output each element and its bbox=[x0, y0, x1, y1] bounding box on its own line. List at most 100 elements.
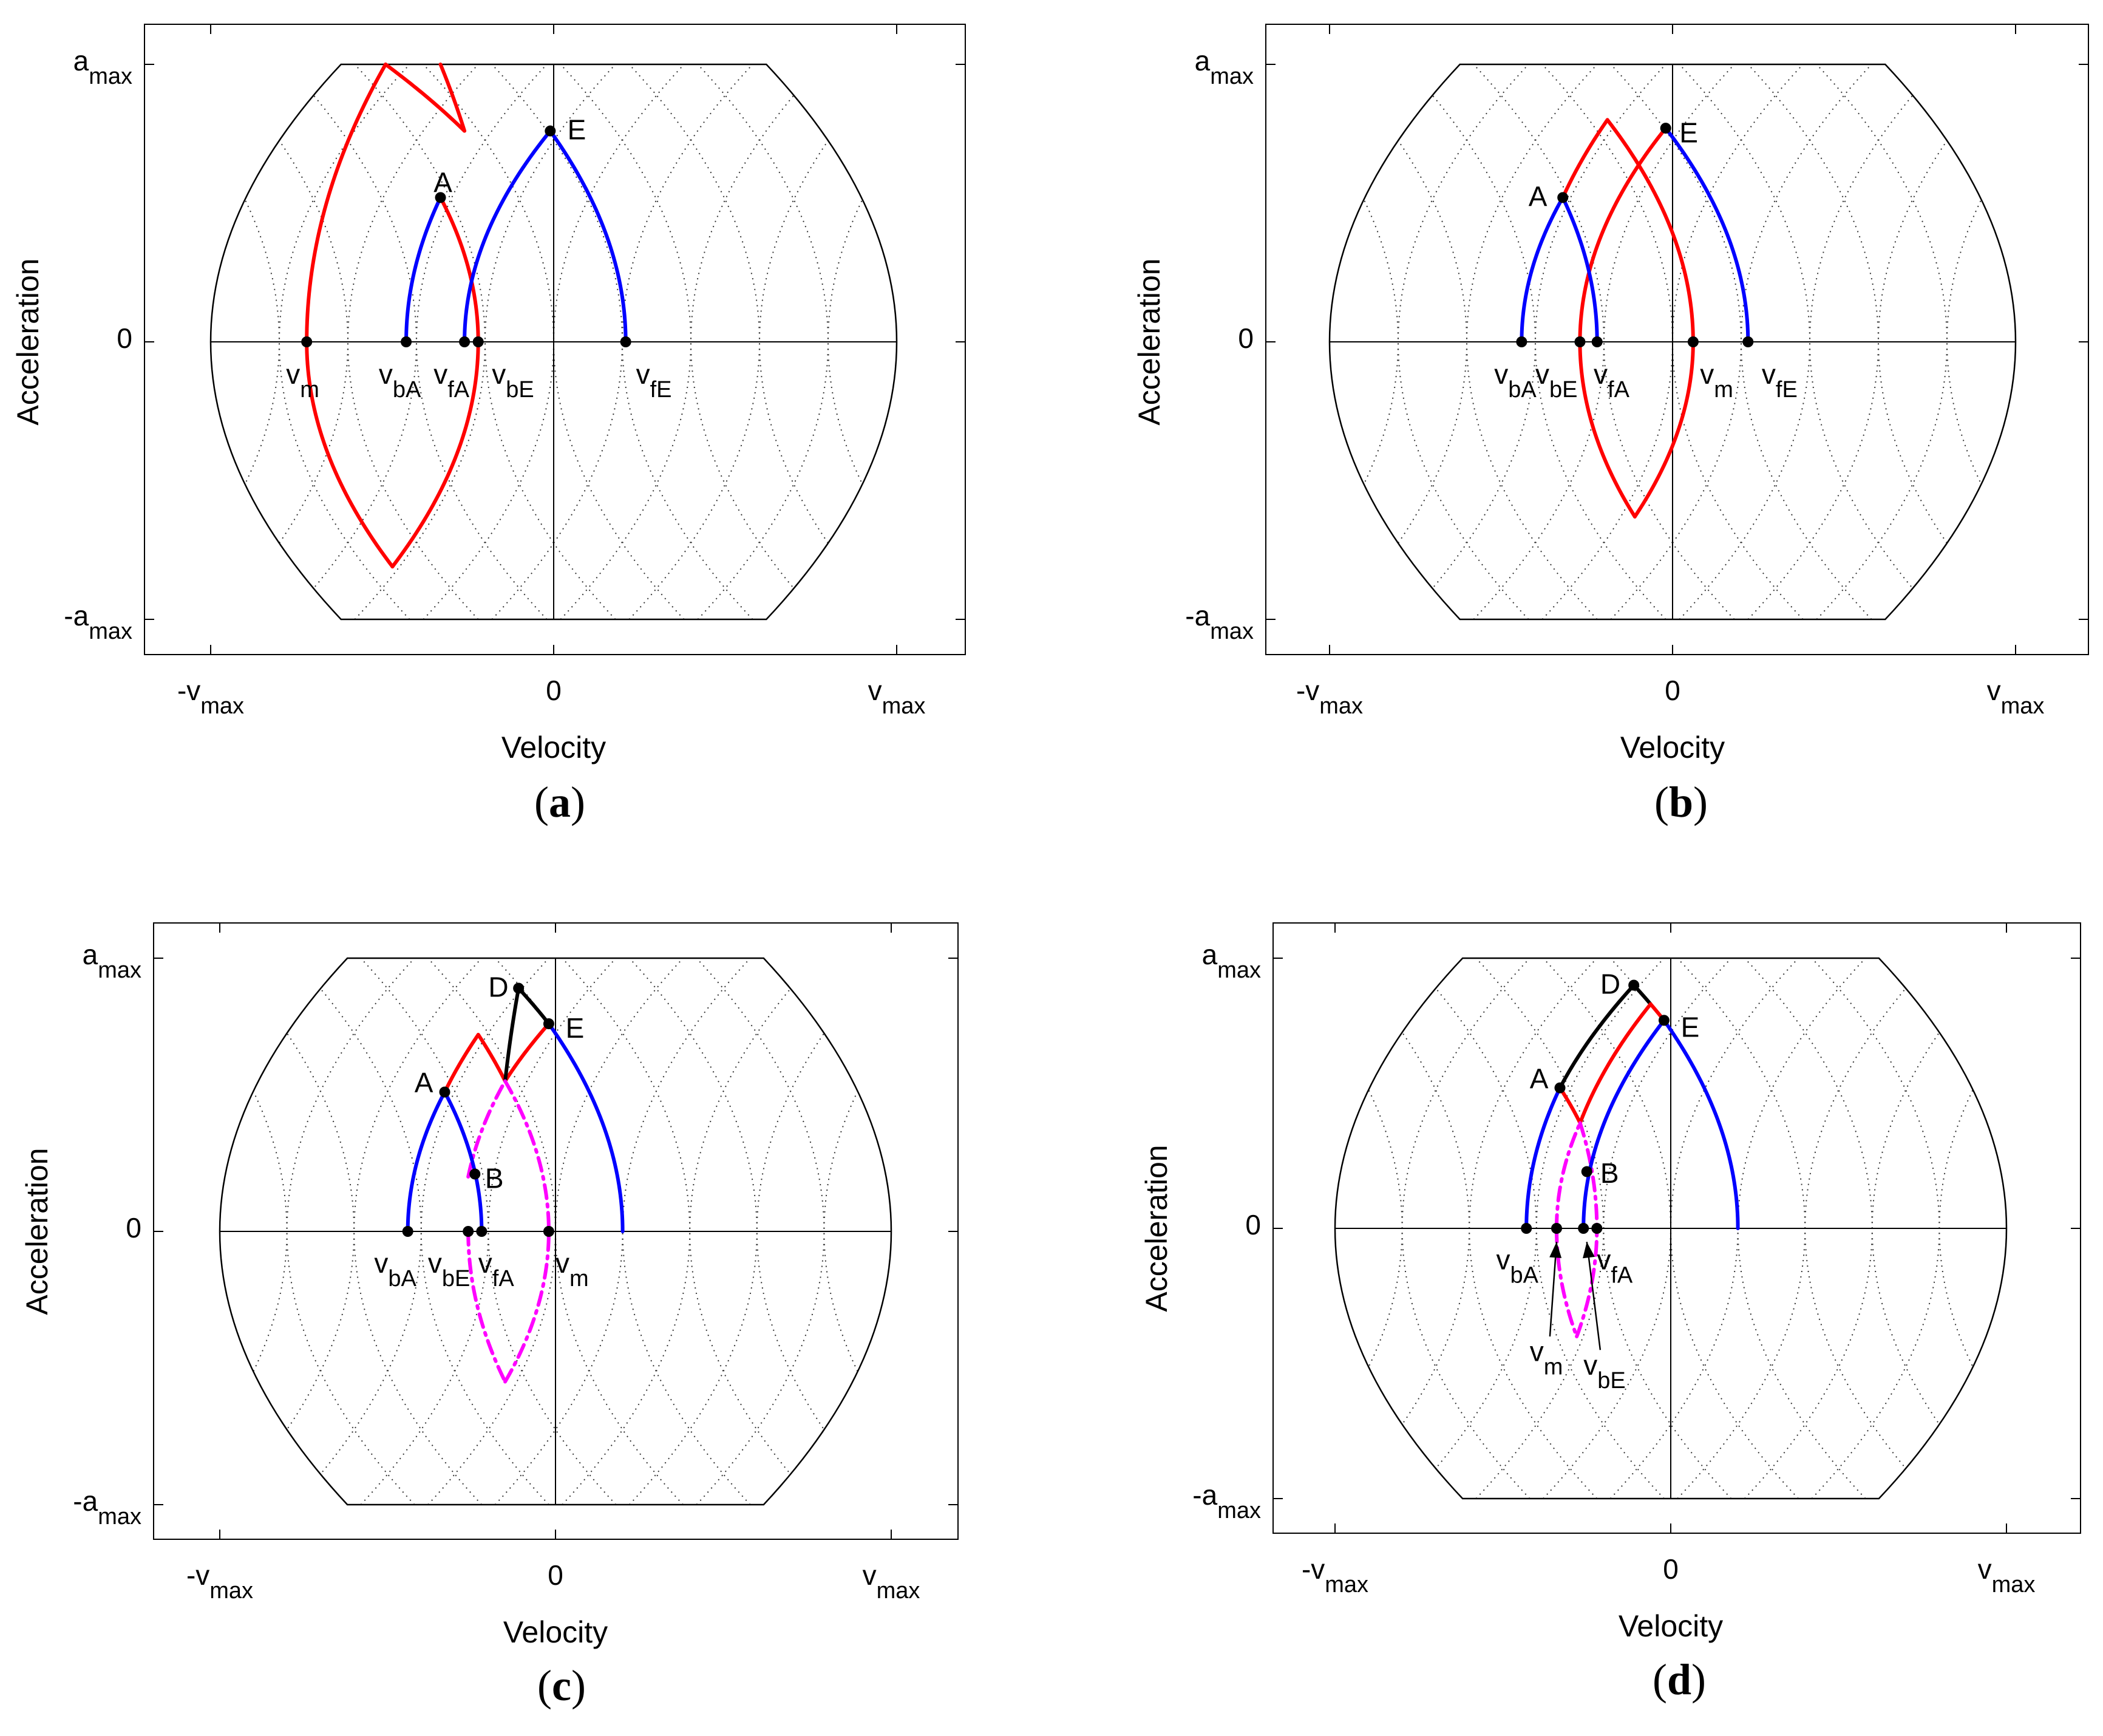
point-marker bbox=[1578, 1223, 1589, 1234]
point-label-main: E bbox=[566, 1012, 585, 1044]
grid-arc bbox=[554, 958, 684, 1505]
curve-10 bbox=[443, 1090, 484, 1233]
curve-10 bbox=[1581, 1018, 1666, 1230]
point-label-sub: bE bbox=[442, 1266, 470, 1292]
point-label: E bbox=[1681, 1012, 1700, 1043]
x-tick-label: 0 bbox=[546, 675, 562, 706]
point-marker bbox=[472, 336, 484, 347]
arrow-head bbox=[1583, 1242, 1595, 1259]
y-tick-label-sub: max bbox=[98, 958, 141, 983]
grid-arc bbox=[1062, 64, 1192, 619]
y-tick-label-main: 0 bbox=[117, 322, 132, 354]
grid-arc bbox=[696, 958, 825, 1505]
y-tick-label-main: 0 bbox=[1245, 1209, 1261, 1241]
point-marker bbox=[543, 1018, 554, 1029]
point-label-sub: bE bbox=[1549, 377, 1577, 403]
x-tick-label-sub: max bbox=[209, 1578, 253, 1604]
x-tick-label-main: 0 bbox=[1665, 675, 1680, 706]
grid-arc bbox=[959, 958, 1086, 1505]
point-label-main: v bbox=[1700, 358, 1714, 390]
point-marker bbox=[1591, 1223, 1603, 1234]
curve-2 bbox=[503, 1022, 551, 1083]
arrow-head bbox=[1549, 1242, 1562, 1258]
y-axis-label: Acceleration bbox=[20, 1148, 54, 1315]
point-marker bbox=[459, 336, 471, 347]
x-tick-label-main: 0 bbox=[546, 675, 562, 706]
curve-9 bbox=[406, 1090, 447, 1233]
curve-3 bbox=[1578, 340, 1637, 519]
point-label-sub: m bbox=[300, 377, 319, 403]
y-tick-label: amax bbox=[1202, 939, 1261, 983]
curve-7 bbox=[548, 129, 628, 344]
y-tick-label-main: 0 bbox=[1238, 322, 1254, 354]
x-tick-label-main: v bbox=[868, 675, 882, 706]
point-label: vbE bbox=[1535, 358, 1577, 403]
point-label-main: D bbox=[1600, 968, 1620, 1000]
point-label: vbA bbox=[1494, 358, 1537, 403]
point-marker bbox=[620, 336, 631, 347]
x-tick-label-main: v bbox=[1978, 1553, 1992, 1585]
x-tick-label: vmax bbox=[1978, 1553, 2036, 1598]
point-label-sub: bA bbox=[393, 377, 421, 403]
arrow-label: vbE bbox=[1583, 1349, 1625, 1394]
curve-1 bbox=[305, 63, 388, 344]
y-tick-label-main: -a bbox=[64, 600, 89, 631]
grid-arc bbox=[1073, 958, 1201, 1499]
point-label-main: v bbox=[1594, 358, 1608, 390]
x-axis-label: Velocity bbox=[503, 1615, 608, 1649]
x-tick-label-sub: max bbox=[877, 1578, 920, 1604]
point-marker bbox=[476, 1226, 488, 1237]
x-tick-label: -vmax bbox=[1296, 675, 1363, 719]
y-tick-label-main: -a bbox=[73, 1485, 98, 1517]
curve-7 bbox=[1554, 1227, 1579, 1338]
point-marker bbox=[469, 1168, 481, 1180]
point-label-main: E bbox=[1679, 117, 1698, 148]
point-label-main: D bbox=[488, 972, 508, 1003]
x-tick-label-main: -v bbox=[177, 675, 200, 706]
y-tick-label: -amax bbox=[1185, 600, 1254, 644]
point-label: vfA bbox=[478, 1247, 515, 1292]
axes-box bbox=[144, 24, 966, 655]
point-label-sub: bA bbox=[1510, 1262, 1538, 1288]
y-tick-label: -amax bbox=[64, 600, 132, 644]
grid-arc bbox=[1192, 64, 1323, 619]
y-tick-label-sub: max bbox=[1210, 619, 1254, 644]
x-tick-label-sub: max bbox=[1992, 1572, 2036, 1598]
point-label-sub: bA bbox=[1508, 377, 1537, 403]
x-tick-label-sub: max bbox=[200, 693, 244, 719]
point-label-sub: fE bbox=[1776, 377, 1798, 403]
x-tick-label: 0 bbox=[1663, 1553, 1679, 1585]
arrow-label-main: v bbox=[1530, 1336, 1544, 1367]
point-marker bbox=[435, 192, 446, 203]
point-label-main: v bbox=[374, 1247, 388, 1279]
y-tick-label-sub: max bbox=[89, 64, 132, 89]
grid-arc bbox=[0, 64, 5, 619]
grid-arc bbox=[0, 958, 18, 1505]
y-tick-label: amax bbox=[1195, 45, 1254, 89]
point-marker bbox=[1521, 1223, 1532, 1234]
x-tick-label-sub: max bbox=[1319, 693, 1363, 719]
point-label: vfE bbox=[1762, 358, 1798, 403]
y-tick-label-sub: max bbox=[1217, 1498, 1261, 1523]
point-label-sub: fE bbox=[650, 377, 672, 403]
grid-arc bbox=[226, 958, 355, 1505]
grid-arc bbox=[293, 958, 422, 1505]
point-label-main: A bbox=[433, 167, 452, 199]
x-tick-label-main: v bbox=[1987, 675, 2001, 706]
point-marker bbox=[1658, 1015, 1670, 1026]
panel-b: -vmax 0 vmaxamax0-amaxVelocityAcceleration… bbox=[1062, 24, 2089, 826]
point-label-main: v bbox=[433, 358, 447, 390]
grid-arc bbox=[353, 958, 483, 1505]
x-tick-label: -vmax bbox=[177, 675, 244, 719]
curve-0 bbox=[1561, 118, 1609, 200]
y-tick-label: 0 bbox=[1245, 1209, 1261, 1241]
x-tick-label-sub: max bbox=[2001, 693, 2045, 719]
y-axis-label: Acceleration bbox=[11, 258, 45, 425]
x-tick-label-sub: max bbox=[882, 693, 926, 719]
panel-caption: (d) bbox=[1653, 1655, 1706, 1704]
point-marker bbox=[1687, 336, 1699, 347]
point-label-main: v bbox=[286, 358, 300, 390]
curve-6 bbox=[1561, 196, 1599, 344]
point-label: D bbox=[488, 972, 508, 1003]
y-tick-label-sub: max bbox=[1217, 958, 1261, 983]
